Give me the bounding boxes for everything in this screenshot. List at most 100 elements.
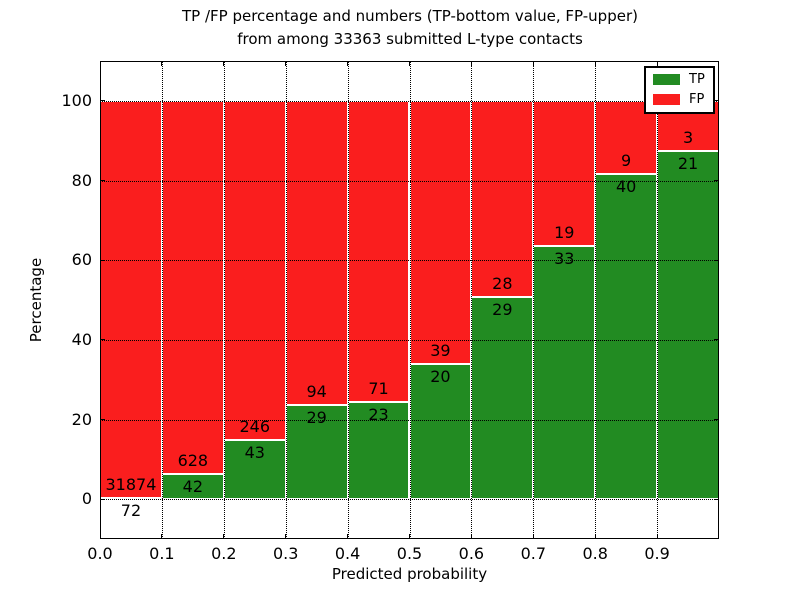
bar-segment-fp bbox=[161, 100, 224, 475]
y-tick-mark bbox=[100, 259, 105, 261]
bar-segment-tp bbox=[161, 474, 224, 500]
y-tick-label: 60 bbox=[71, 250, 92, 270]
x-tick-mark bbox=[347, 534, 349, 539]
bar-segment-tp bbox=[657, 150, 719, 500]
x-tick-mark bbox=[409, 534, 410, 539]
bar-value-label-tp: 23 bbox=[368, 404, 389, 424]
bar-value-label-fp: 28 bbox=[492, 273, 513, 293]
bar-value-label-fp: 39 bbox=[430, 341, 451, 361]
x-tick-mark bbox=[532, 534, 534, 539]
bar-segment-fp bbox=[285, 100, 348, 406]
x-tick-mark bbox=[656, 61, 658, 66]
v-gridline bbox=[595, 61, 597, 539]
bar-value-label-tp: 29 bbox=[492, 299, 513, 319]
chart-title-line2: from among 33363 submitted L-type contac… bbox=[237, 30, 583, 48]
bar-segment-tp bbox=[595, 173, 658, 500]
y-tick-label: 20 bbox=[71, 409, 92, 429]
bar-value-label-tp: 33 bbox=[554, 249, 575, 269]
x-tick-mark bbox=[470, 61, 472, 66]
bar-value-label-tp: 20 bbox=[430, 367, 451, 387]
x-tick-mark bbox=[285, 61, 287, 66]
x-tick-mark bbox=[161, 61, 163, 66]
x-tick-label: 0.0 bbox=[87, 544, 113, 563]
v-gridline bbox=[471, 61, 473, 539]
legend-label-tp: TP bbox=[689, 72, 705, 87]
bar-segment-tp bbox=[409, 364, 472, 500]
x-tick-label: 0.3 bbox=[272, 544, 299, 563]
y-tick-mark bbox=[100, 180, 105, 181]
y-tick-mark bbox=[100, 498, 105, 500]
x-tick-mark bbox=[347, 61, 349, 66]
bar-value-label-tp: 21 bbox=[677, 153, 699, 173]
bar-value-label-tp: 72 bbox=[120, 501, 142, 521]
x-tick-label: 0.5 bbox=[396, 544, 423, 563]
plot-area: 31874 72 628 42 246 43 94 29 71 23 39 20 28 29 19 33 9 40… bbox=[99, 61, 719, 539]
v-gridline bbox=[657, 61, 659, 539]
bar-value-label-fp: 31874 bbox=[105, 475, 157, 495]
bar-segment-fp bbox=[223, 100, 286, 440]
x-tick-mark bbox=[470, 534, 472, 539]
bar-value-label-fp: 628 bbox=[177, 451, 209, 471]
y-tick-label: 80 bbox=[71, 170, 92, 190]
x-tick-mark bbox=[656, 534, 658, 539]
bar-value-label-fp: 246 bbox=[239, 416, 271, 436]
v-gridline bbox=[223, 61, 225, 539]
chart-title: TP /FP percentage and numbers (TP-bottom… bbox=[90, 5, 730, 51]
y-tick-mark bbox=[714, 419, 719, 420]
bar-value-label-fp: 71 bbox=[368, 378, 389, 398]
x-tick-mark bbox=[99, 61, 101, 66]
bar-segment-tp bbox=[347, 401, 410, 500]
y-tick-mark bbox=[714, 339, 719, 341]
v-gridline bbox=[161, 61, 163, 539]
x-tick-mark bbox=[594, 61, 596, 66]
bar-segment-fp bbox=[409, 100, 472, 365]
v-gridline bbox=[347, 61, 349, 539]
bar-segment-fp bbox=[347, 100, 410, 402]
legend: TP FP bbox=[644, 66, 715, 114]
v-gridline bbox=[409, 61, 411, 539]
y-tick-mark bbox=[714, 498, 719, 500]
bar-segment-fp bbox=[100, 100, 162, 499]
x-tick-label: 0.9 bbox=[644, 544, 670, 563]
x-tick-mark bbox=[532, 61, 534, 66]
legend-item-fp: FP bbox=[653, 93, 705, 106]
bar-value-label-fp: 94 bbox=[306, 382, 327, 402]
bar-value-label-tp: 43 bbox=[244, 442, 265, 462]
x-tick-label: 0.7 bbox=[520, 544, 547, 563]
x-axis-label: Predicted probability bbox=[331, 565, 488, 583]
x-tick-label: 0.8 bbox=[582, 544, 608, 563]
y-tick-label: 100 bbox=[61, 90, 92, 110]
x-tick-label: 0.6 bbox=[458, 544, 485, 563]
x-tick-mark bbox=[409, 61, 410, 66]
fp-color-swatch bbox=[653, 94, 680, 105]
x-tick-mark bbox=[223, 534, 225, 539]
y-tick-mark bbox=[714, 259, 719, 261]
legend-label-fp: FP bbox=[689, 92, 705, 107]
x-tick-mark bbox=[594, 534, 596, 539]
tp-color-swatch bbox=[653, 74, 680, 85]
bar-value-label-fp: 19 bbox=[554, 223, 575, 243]
bar-segment-fp bbox=[471, 100, 534, 297]
y-tick-mark bbox=[714, 180, 719, 181]
bar-value-label-tp: 29 bbox=[306, 408, 327, 428]
chart-title-line1: TP /FP percentage and numbers (TP-bottom… bbox=[182, 7, 638, 25]
v-gridline bbox=[285, 61, 287, 539]
y-tick-mark bbox=[100, 100, 105, 102]
bar-segment-tp bbox=[533, 246, 596, 500]
x-tick-label: 0.1 bbox=[149, 544, 175, 563]
x-tick-mark bbox=[285, 534, 287, 539]
y-tick-mark bbox=[714, 100, 719, 102]
y-tick-label: 0 bbox=[81, 489, 92, 509]
x-tick-mark bbox=[223, 61, 225, 66]
x-tick-mark bbox=[99, 534, 101, 539]
x-tick-mark bbox=[161, 534, 163, 539]
bar-segment-tp bbox=[223, 439, 286, 500]
bar-segment-tp bbox=[471, 296, 534, 500]
bar-segment-fp bbox=[533, 100, 596, 247]
bar-value-label-fp: 9 bbox=[621, 150, 632, 170]
legend-item-tp: TP bbox=[653, 73, 705, 86]
bar-value-label-tp: 40 bbox=[615, 176, 637, 196]
x-tick-label: 0.4 bbox=[334, 544, 361, 563]
y-tick-label: 40 bbox=[71, 329, 92, 349]
